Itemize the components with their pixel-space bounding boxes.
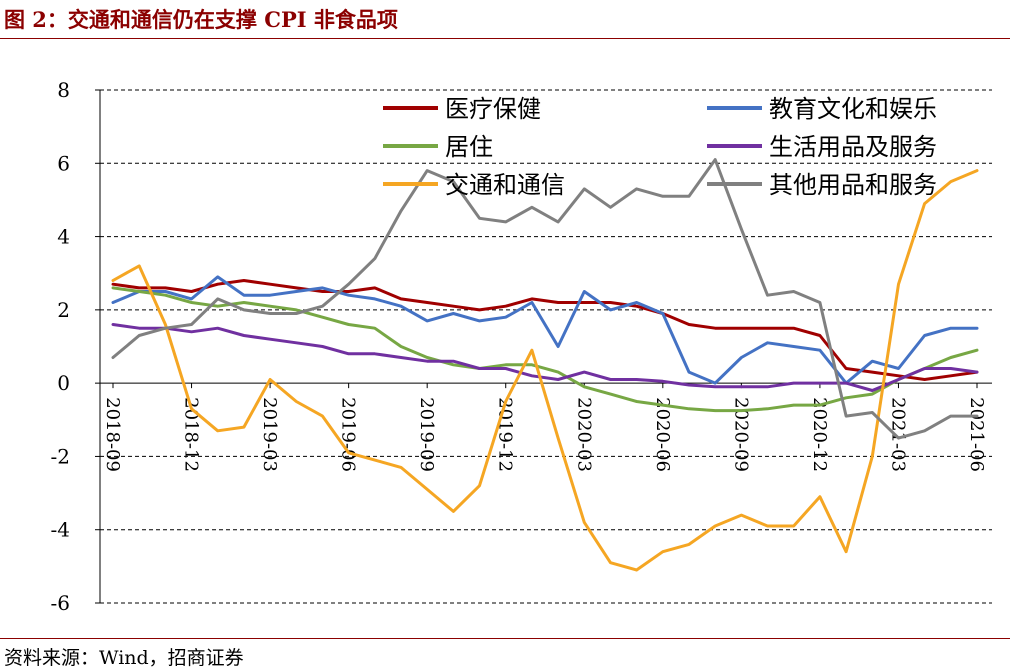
- series-line-1: [111, 275, 979, 385]
- series-line-2: [111, 286, 979, 413]
- line-chart: -6 -4 -2 0 2 4 6 8 2018-09 2018-12 2019-03 2019-06…: [51, 78, 992, 615]
- legend-label: 居住: [445, 133, 493, 161]
- legend-label: 交通和通信: [445, 171, 565, 199]
- x-tick-label: 2021-03: [887, 397, 908, 472]
- y-tick-label: 4: [57, 225, 70, 249]
- x-axis: 2018-09 2018-12 2019-03 2019-06 2019-09 2019-…: [100, 382, 992, 472]
- x-tick-label: 2018-12: [181, 397, 202, 472]
- y-tick-label: -2: [51, 444, 70, 468]
- x-tick-label: 2019-09: [416, 397, 437, 472]
- series-line-5: [111, 158, 979, 440]
- x-tick-label: 2020-12: [809, 397, 830, 472]
- legend-label: 医疗保健: [445, 95, 541, 123]
- x-tick-label: 2018-09: [102, 397, 123, 472]
- x-tick-label: 2019-12: [495, 397, 516, 472]
- y-tick-label: 2: [57, 298, 70, 322]
- legend-label: 教育文化和娱乐: [769, 95, 937, 123]
- y-tick-label: -6: [51, 591, 70, 615]
- x-tick-label: 2019-03: [259, 397, 280, 472]
- x-tick-label: 2020-06: [652, 397, 673, 472]
- series-line-0: [111, 279, 979, 381]
- y-tick-label: -4: [51, 518, 70, 542]
- x-tick-label: 2020-03: [573, 397, 594, 472]
- title-rule: [0, 38, 1010, 39]
- footer-rule: [0, 638, 1010, 639]
- y-tick-label: 6: [57, 151, 70, 175]
- series-line-3: [111, 323, 979, 392]
- chart-title: 图 2：交通和通信仍在支撑 CPI 非食品项: [4, 7, 398, 32]
- legend-label: 其他用品和服务: [769, 171, 937, 199]
- y-tick-label: 0: [57, 371, 70, 395]
- legend-label: 生活用品及服务: [769, 133, 937, 161]
- y-axis: -6 -4 -2 0 2 4 6 8: [51, 78, 101, 615]
- x-tick-label: 2020-09: [730, 397, 751, 472]
- gridlines: [100, 89, 992, 604]
- source-note: 资料来源：Wind，招商证券: [4, 647, 244, 669]
- series-line-4: [111, 169, 979, 572]
- x-tick-label: 2019-06: [338, 397, 359, 472]
- x-tick-label: 2021-06: [966, 397, 987, 472]
- series-lines: [111, 158, 979, 572]
- y-tick-label: 8: [57, 78, 70, 102]
